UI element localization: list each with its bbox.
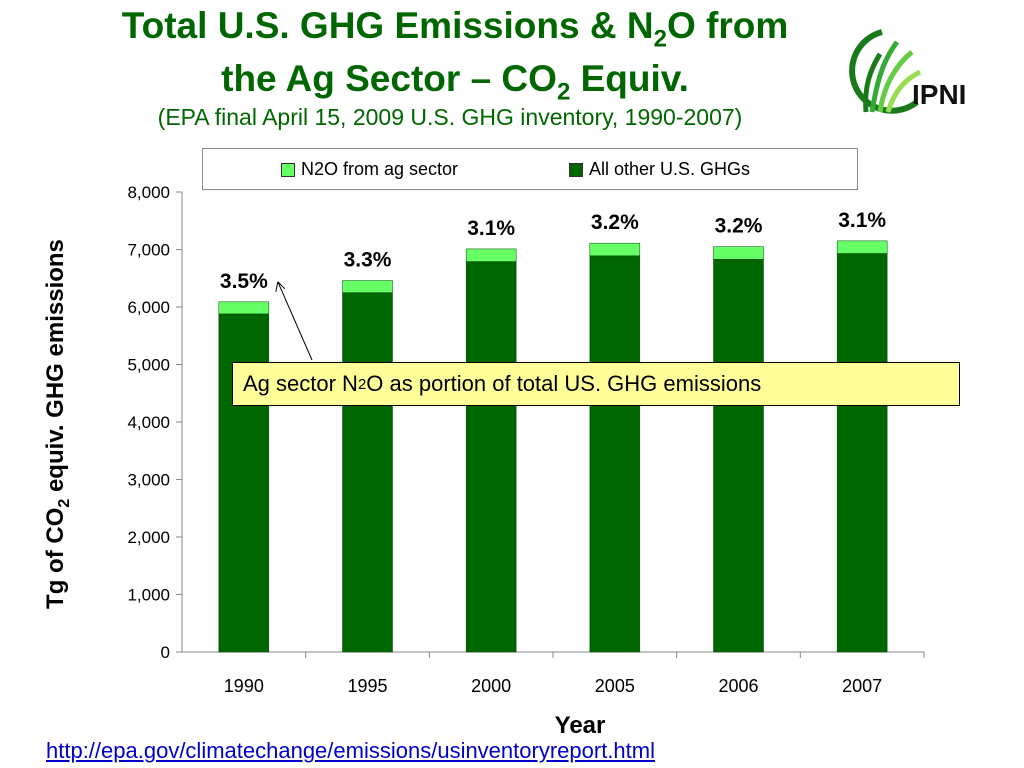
legend-label-other: All other U.S. GHGs: [589, 159, 751, 179]
y-tick-label: 5,000: [127, 356, 170, 375]
x-tick-label: 2006: [718, 676, 758, 696]
callout-arrow-head: [275, 281, 286, 292]
legend-label-n2o: N2O from ag sector: [301, 159, 459, 179]
bar-segment-other-ghg: [713, 259, 764, 653]
callout-arrow-line: [277, 281, 313, 361]
x-axis-label: Year: [554, 712, 606, 739]
y-tick-label: 7,000: [127, 241, 170, 260]
bar-segment-other-ghg: [589, 255, 641, 653]
data-label: 3.1%: [467, 217, 515, 240]
bar-segment-n2o: [713, 246, 764, 260]
legend-swatch-n2o: [281, 162, 295, 177]
y-tick-label: 2,000: [127, 528, 170, 547]
legend-item-other: All other U.S. GHGs: [569, 159, 750, 180]
bar-segment-n2o: [836, 240, 888, 254]
title-line-1: Total U.S. GHG Emissions & N2O from: [121, 5, 789, 53]
y-tick-label: 3,000: [127, 471, 170, 490]
legend: N2O from ag sector All other U.S. GHGs: [202, 148, 858, 190]
y-tick-label: 8,000: [127, 183, 170, 202]
chart-title: Total U.S. GHG Emissions & N2O from the …: [30, 6, 880, 113]
bar-segment-n2o: [589, 242, 641, 257]
bar-segment-other-ghg: [836, 253, 888, 653]
logo-text: IPNI: [912, 79, 966, 110]
wheat-leaves-logo-icon: IPNI: [849, 29, 966, 114]
legend-swatch-other: [569, 162, 583, 177]
legend-item-n2o: N2O from ag sector: [281, 159, 458, 180]
x-tick-label: 2000: [471, 676, 511, 696]
data-label: 3.3%: [344, 249, 392, 272]
bar-segment-other-ghg: [342, 292, 393, 653]
title-line-2: the Ag Sector – CO2 Equiv.: [221, 58, 689, 106]
data-label: 3.2%: [715, 215, 763, 238]
data-label: 3.2%: [591, 211, 639, 234]
x-tick-label: 1995: [347, 676, 387, 696]
data-label: 3.1%: [838, 209, 886, 232]
ipni-logo: IPNI: [842, 22, 992, 122]
x-tick-label: 2007: [842, 676, 882, 696]
x-tick-label: 1990: [224, 676, 264, 696]
bar-segment-n2o: [218, 301, 270, 315]
bar-segment-n2o: [342, 280, 393, 293]
y-tick-label: 1,000: [127, 586, 170, 605]
chart-subtitle: (EPA final April 15, 2009 U.S. GHG inven…: [157, 104, 743, 130]
bar-segment-other-ghg: [465, 261, 517, 653]
y-tick-label: 4,000: [127, 413, 170, 432]
y-tick-label: 6,000: [127, 298, 170, 317]
source-link[interactable]: http://epa.gov/climatechange/emissions/u…: [46, 738, 655, 763]
y-tick-label: 0: [161, 643, 170, 662]
x-tick-label: 2005: [595, 676, 635, 696]
bar-segment-n2o: [465, 248, 517, 262]
data-label: 3.5%: [220, 270, 268, 293]
